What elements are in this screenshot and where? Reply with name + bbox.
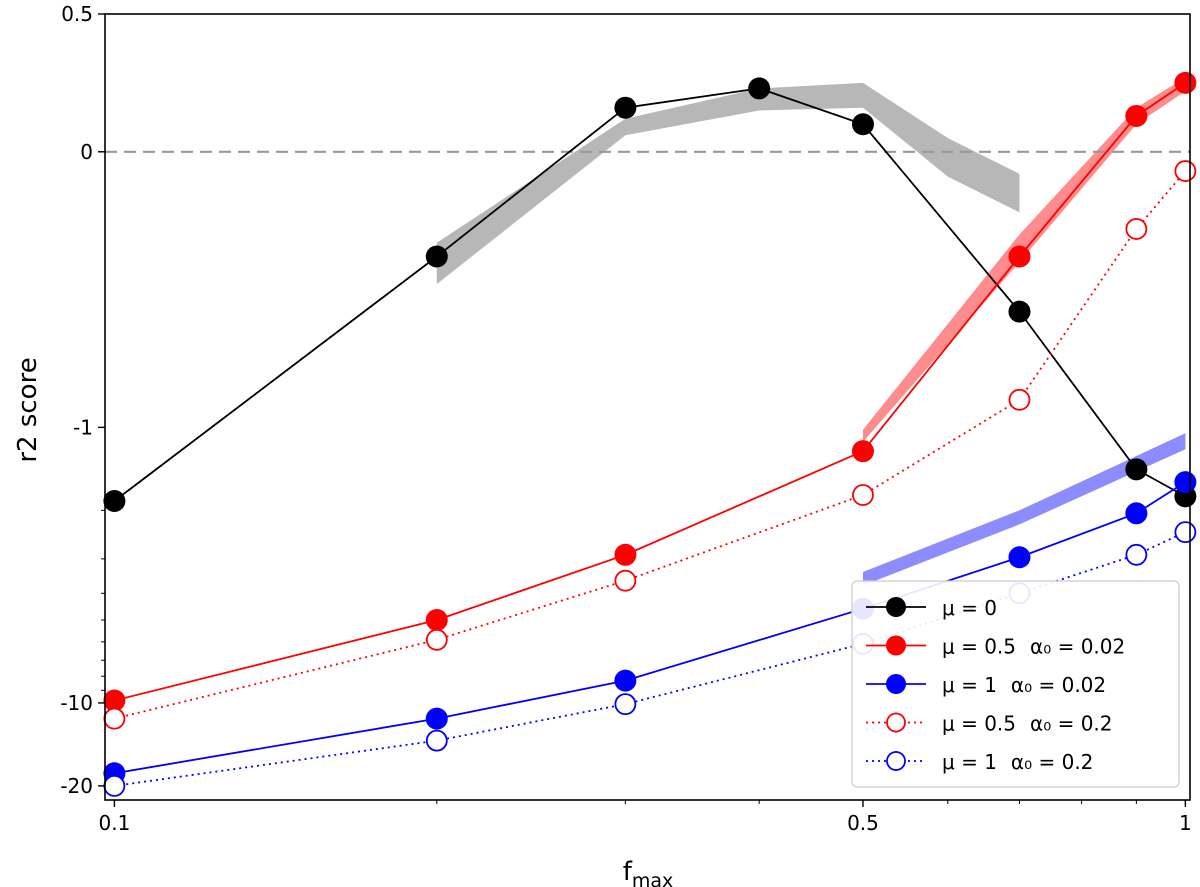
- y-tick-label: -1: [73, 415, 93, 439]
- data-point-mu0: [425, 245, 448, 268]
- data-point-mu1_a02: [614, 693, 637, 716]
- data-point-mu1_a002: [1008, 546, 1031, 569]
- data-point-mu0: [748, 77, 771, 100]
- legend-marker-swatch: [886, 751, 906, 771]
- data-point-mu0: [103, 489, 126, 512]
- data-point-mu05_a002: [1174, 71, 1197, 94]
- bands-layer: [436, 77, 1186, 586]
- legend-label-mu05_a002: μ = 0.5 α₀ = 0.02: [942, 635, 1125, 659]
- legend-label-mu05_a02: μ = 0.5 α₀ = 0.2: [942, 712, 1113, 736]
- legend-marker-swatch: [886, 597, 906, 617]
- data-point-mu05_a02: [103, 707, 126, 730]
- y-tick-label: 0: [80, 140, 93, 164]
- legend: μ = 0 μ = 0.5 α₀ = 0.02 μ = 1 α₀ = 0.02 μ = 0…: [851, 580, 1180, 788]
- y-axis: 0.5 0 -1 -10 -20: [60, 2, 105, 798]
- data-point-mu1_a002: [1125, 502, 1148, 525]
- data-point-mu1_a02: [103, 775, 126, 797]
- data-point-mu05_a002: [1008, 245, 1031, 268]
- data-point-mu05_a002: [1125, 104, 1148, 127]
- legend-marker-swatch: [886, 712, 906, 733]
- data-point-mu05_a02: [1125, 218, 1148, 240]
- x-axis: 0.1 0.5 1: [98, 800, 1192, 835]
- data-point-mu05_a02: [852, 484, 874, 506]
- y-tick-label: -10: [60, 691, 93, 715]
- data-point-mu05_a002: [614, 543, 637, 566]
- legend-entry-mu05_a002: μ = 0.5 α₀ = 0.02: [866, 635, 1125, 659]
- data-point-mu0: [851, 113, 874, 136]
- data-point-mu0: [614, 96, 637, 119]
- legend-label-mu1_a02: μ = 1 α₀ = 0.2: [942, 750, 1093, 774]
- plot-frame: [104, 13, 1191, 801]
- legend-marker-swatch: [886, 635, 906, 656]
- blue-band: [862, 433, 1186, 586]
- data-point-mu05_a002: [425, 608, 448, 631]
- y-tick-label: 0.5: [61, 2, 93, 26]
- series-line-mu0: [113, 87, 1186, 502]
- y-axis-title: r2 score: [13, 357, 43, 462]
- legend-entry-mu1_a002: μ = 1 α₀ = 0.02: [866, 673, 1106, 697]
- data-point-mu05_a002: [103, 689, 126, 712]
- x-tick-label: 0.1: [98, 811, 130, 835]
- legend-entry-mu1_a02: μ = 1 α₀ = 0.2: [866, 750, 1093, 774]
- data-point-mu05_a02: [425, 628, 448, 651]
- x-tick-label: 1: [1179, 811, 1192, 835]
- legend-box: [851, 580, 1180, 788]
- series-mu05_a02: [103, 160, 1197, 730]
- legend-marker-swatch: [886, 674, 906, 694]
- data-point-mu1_a02: [425, 729, 448, 752]
- data-point-mu05_a002: [851, 440, 874, 463]
- gray-band: [436, 82, 1020, 285]
- data-point-mu1_a002: [1174, 471, 1197, 494]
- series-mu05_a002: [103, 71, 1197, 712]
- data-point-mu05_a02: [614, 569, 637, 592]
- data-point-mu1_a002: [425, 707, 448, 730]
- data-point-mu1_a02: [1125, 543, 1148, 566]
- legend-label-mu0: μ = 0: [942, 596, 997, 620]
- data-point-mu05_a02: [1174, 160, 1197, 182]
- data-point-mu1_a02: [1174, 521, 1197, 544]
- x-axis-title-subscript: max: [632, 870, 673, 887]
- data-point-mu0: [1125, 458, 1148, 481]
- data-point-mu1_a002: [614, 669, 637, 692]
- legend-entry-mu0: μ = 0: [866, 596, 997, 620]
- x-axis-title: fmax: [623, 857, 674, 887]
- legend-entry-mu05_a02: μ = 0.5 α₀ = 0.2: [866, 712, 1113, 736]
- y-tick-label: -20: [60, 774, 93, 798]
- series-mu0: [103, 77, 1197, 512]
- x-tick-label: 0.5: [847, 811, 879, 835]
- data-point-mu05_a02: [1008, 388, 1031, 411]
- data-point-mu0: [1008, 300, 1031, 323]
- legend-label-mu1_a002: μ = 1 α₀ = 0.02: [942, 673, 1106, 697]
